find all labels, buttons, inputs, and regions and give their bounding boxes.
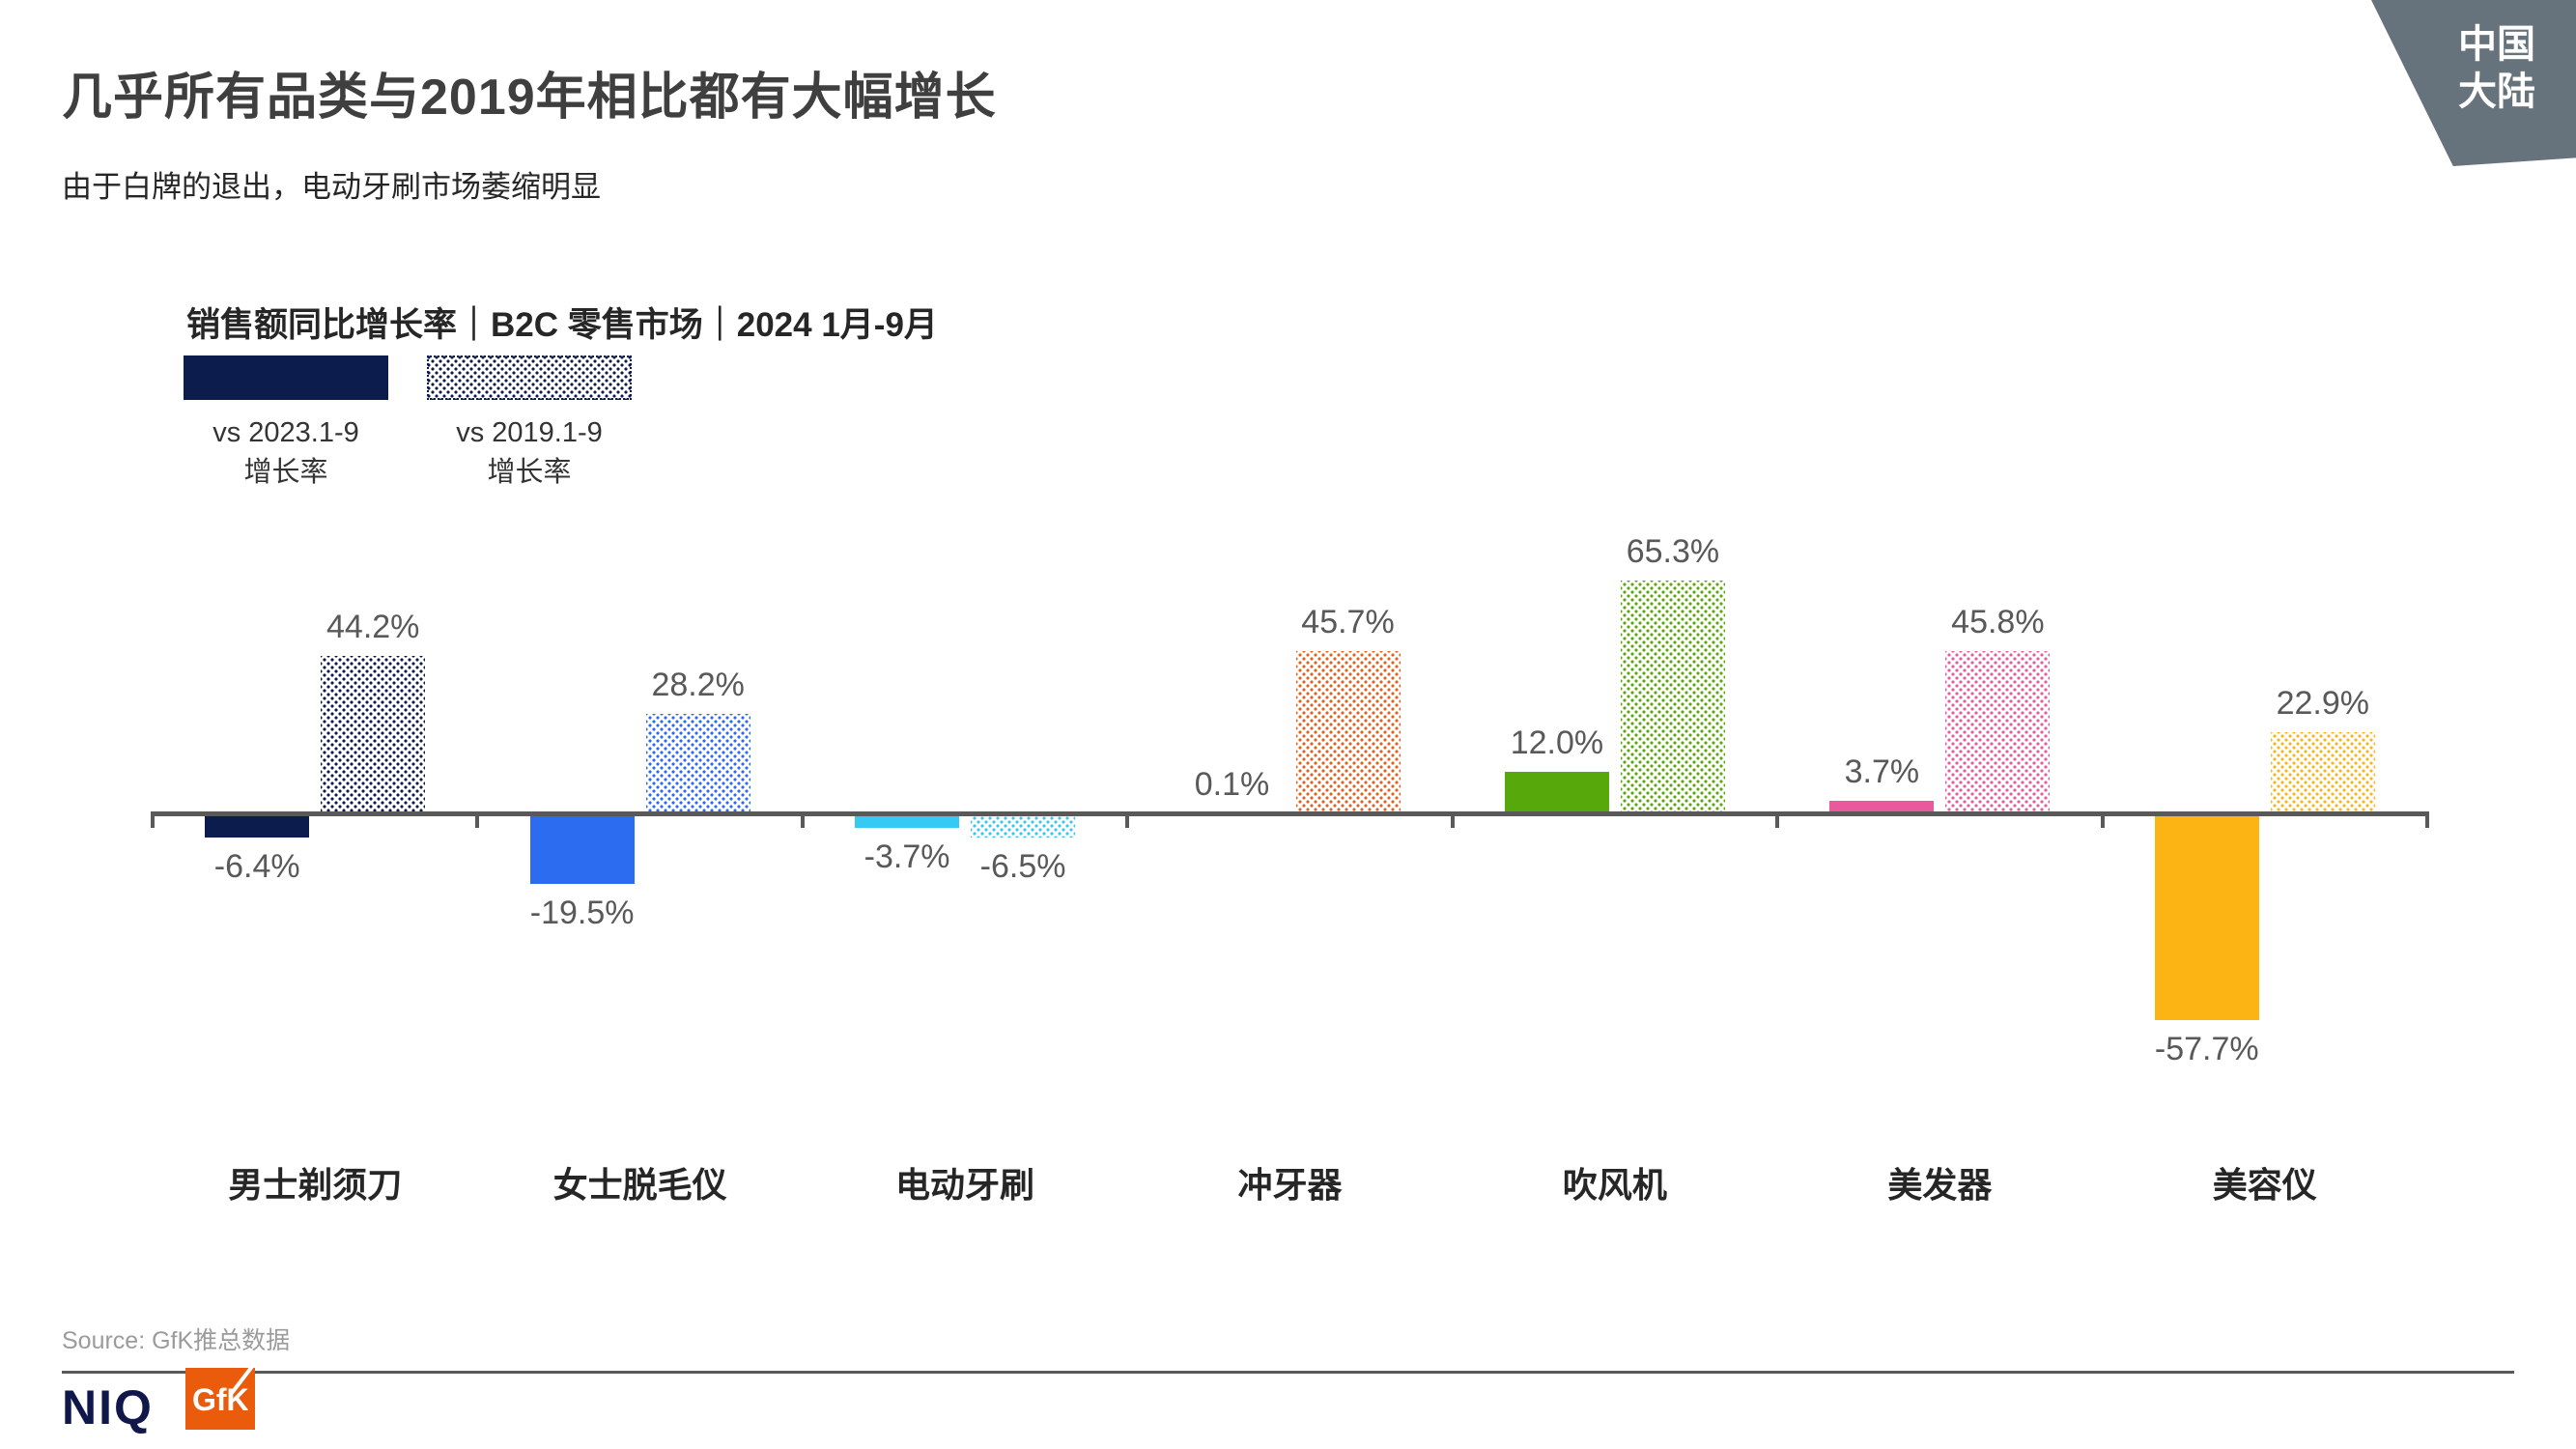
bar-value-label-solid-美容仪: -57.7% [2154,1031,2259,1068]
bar-dotted-美容仪 [2270,732,2375,814]
legend-label-dotted-line2: 增长率 [487,457,572,488]
bar-solid-电动牙刷 [855,814,960,828]
axis-tick [800,814,805,828]
bar-dotted-男士剃须刀 [321,656,426,814]
category-label-电动牙刷: 电动牙刷 [895,1165,1035,1205]
legend-label-solid: vs 2023.1-9 增长率 [212,413,359,493]
bar-value-label-solid-男士剃须刀: -6.4% [213,847,300,885]
legend-label-solid-line2: 增长率 [243,457,328,488]
bar-dotted-美发器 [1945,650,2051,814]
chart-title: 销售额同比增长率｜B2C 零售市场｜2024 1月-9月 [186,306,938,344]
region-badge-line2: 大陆 [2458,71,2535,113]
source-note: Source: GfK推总数据 [62,1327,291,1354]
bar-value-label-dotted-美发器: 45.8% [1951,603,2045,640]
legend-label-solid-line1: vs 2023.1-9 [212,417,359,448]
footer-divider [62,1371,2514,1374]
legend-label-dotted: vs 2019.1-9 增长率 [456,413,603,493]
legend-swatch-solid [184,355,388,400]
gfk-logo-text: GfK [192,1382,249,1417]
legend-swatch-dotted [427,355,632,400]
region-badge-label: 中国 大陆 [2458,21,2535,116]
gfk-logo-slash [230,1362,256,1395]
bar-value-label-dotted-女士脱毛仪: 28.2% [651,666,745,703]
bar-dotted-电动牙刷 [971,814,1076,838]
axis-tick [2425,814,2429,828]
bar-value-label-dotted-冲牙器: 45.7% [1301,603,1395,640]
bar-value-label-dotted-美容仪: 22.9% [2276,685,2369,723]
axis-tick [475,814,480,828]
bar-solid-美发器 [1829,801,1935,814]
category-label-冲牙器: 冲牙器 [1237,1165,1343,1205]
bar-value-label-dotted-男士剃须刀: 44.2% [326,609,420,646]
category-label-美容仪: 美容仪 [2212,1165,2317,1205]
bar-solid-男士剃须刀 [205,814,310,838]
bar-value-label-dotted-电动牙刷: -6.5% [979,848,1066,886]
category-label-女士脱毛仪: 女士脱毛仪 [552,1165,727,1205]
category-label-男士剃须刀: 男士剃须刀 [228,1165,403,1205]
bar-dotted-女士脱毛仪 [645,713,750,814]
bar-value-label-solid-吹风机: 12.0% [1510,724,1604,761]
bar-value-label-solid-女士脱毛仪: -19.5% [529,895,635,932]
region-badge-line1: 中国 [2458,23,2535,66]
bar-dotted-吹风机 [1620,581,1725,814]
axis-tick [1775,814,1780,828]
bar-solid-美容仪 [2154,814,2259,1021]
niq-logo: NIQ [62,1380,154,1435]
gfk-logo: GfK [185,1362,256,1430]
legend-label-dotted-line1: vs 2019.1-9 [456,417,603,448]
x-axis-line [151,811,2429,816]
bar-value-label-solid-冲牙器: 0.1% [1194,766,1270,803]
bar-solid-女士脱毛仪 [529,814,635,885]
axis-tick [2100,814,2105,828]
page-subtitle: 由于白牌的退出，电动牙刷市场萎缩明显 [62,170,601,204]
axis-tick [151,814,155,828]
axis-tick [1125,814,1130,828]
bar-value-label-solid-美发器: 3.7% [1844,753,1920,791]
page-title: 几乎所有品类与2019年相比都有大幅增长 [62,70,997,126]
bar-solid-吹风机 [1504,771,1609,814]
category-label-美发器: 美发器 [1887,1165,1993,1205]
bar-dotted-冲牙器 [1295,650,1401,814]
category-label-吹风机: 吹风机 [1562,1165,1667,1205]
axis-tick [1450,814,1455,828]
bar-value-label-dotted-吹风机: 65.3% [1626,533,1720,571]
bar-value-label-solid-电动牙刷: -3.7% [863,838,950,875]
